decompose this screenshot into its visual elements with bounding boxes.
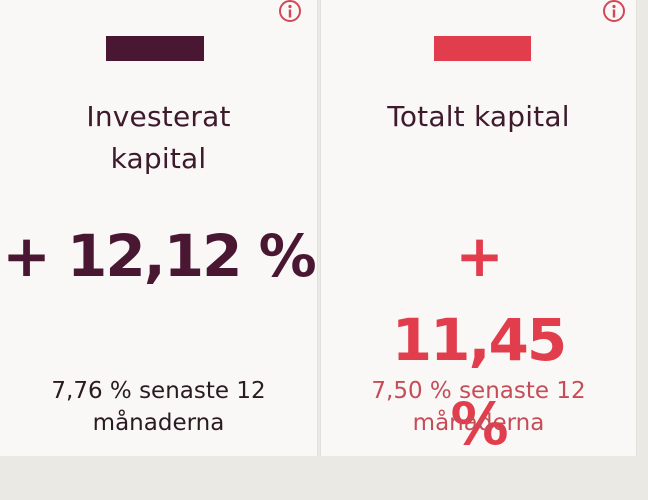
return-value: + 11,45 % — [391, 222, 567, 458]
card-title: Investerat kapital — [86, 100, 231, 175]
return-value: + 12,12 % — [2, 222, 317, 290]
twelve-month-note: 7,50 % senaste 12 månaderna — [371, 378, 586, 436]
info-icon[interactable] — [277, 0, 303, 26]
total-capital-card: Totalt kapital + 11,45 % 7,50 % senaste … — [320, 0, 637, 458]
legend-swatch-total — [434, 36, 531, 61]
twelve-month-note: 7,76 % senaste 12 månaderna — [51, 378, 266, 436]
invested-capital-card: Investerat kapital + 12,12 % 7,76 % sena… — [0, 0, 318, 456]
card-title: Totalt kapital — [387, 100, 570, 133]
info-icon[interactable] — [601, 0, 627, 26]
legend-swatch-invested — [106, 36, 204, 61]
